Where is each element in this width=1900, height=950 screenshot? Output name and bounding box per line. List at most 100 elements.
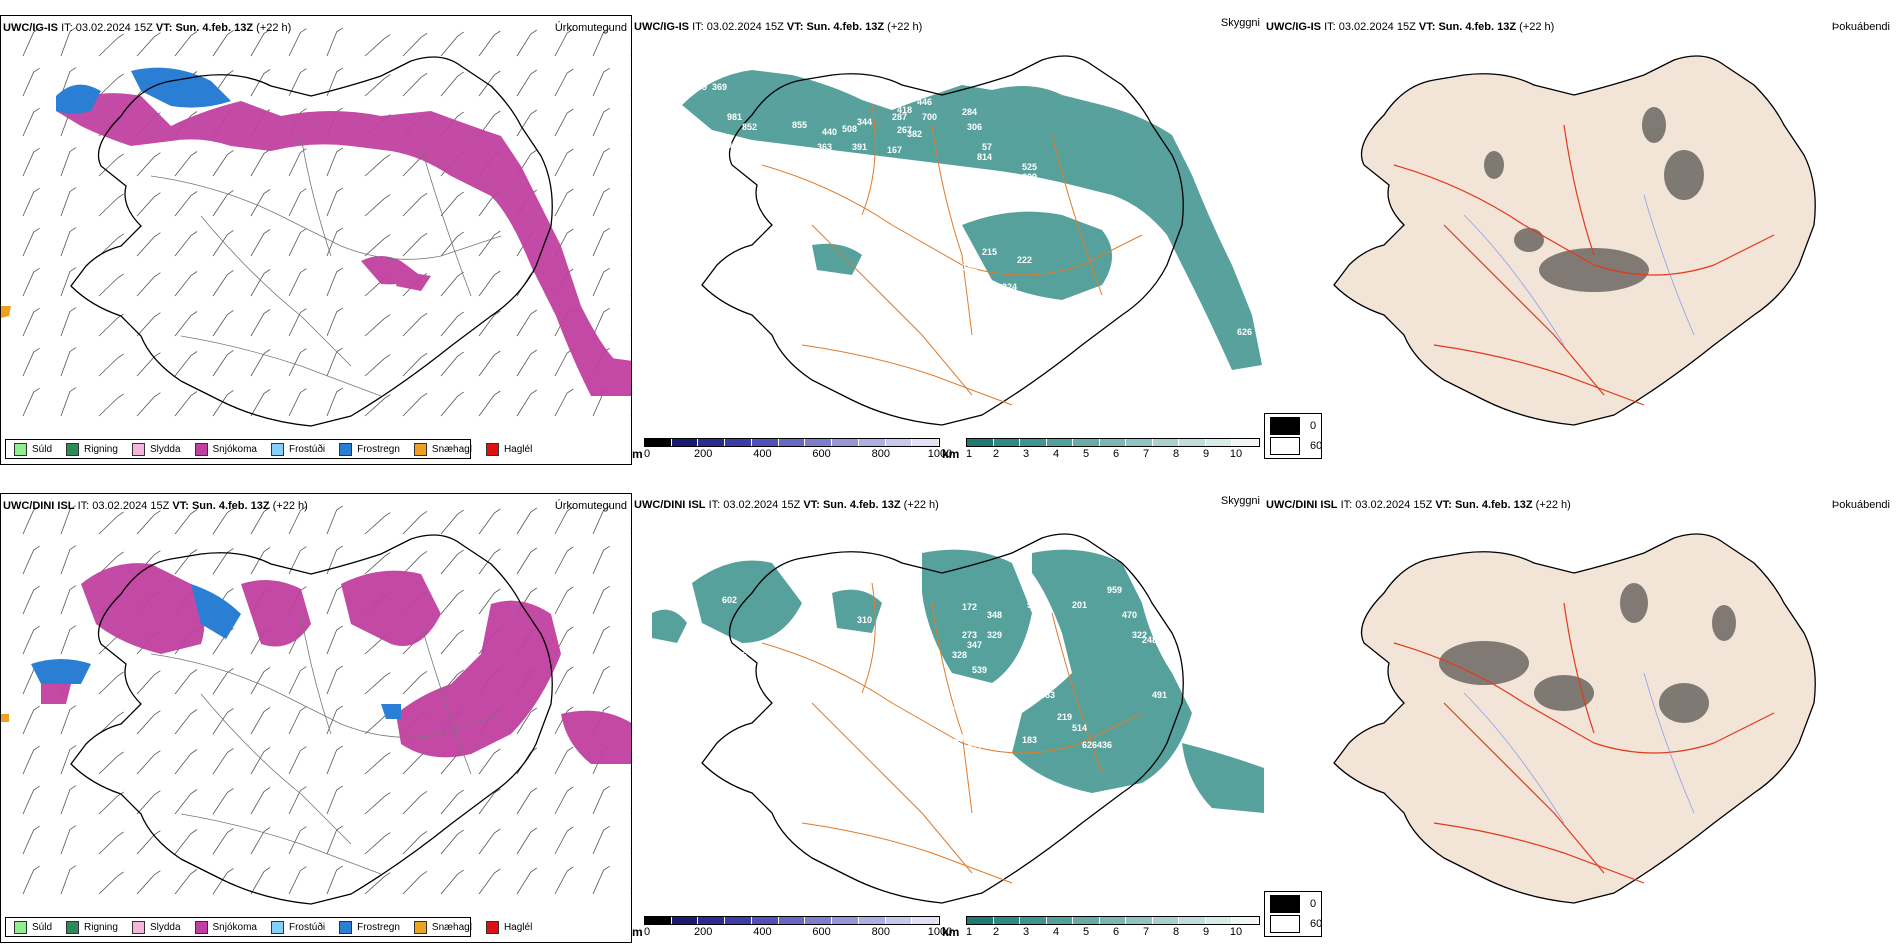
wind-barb xyxy=(326,705,343,735)
visibility-value: 440 xyxy=(822,127,837,137)
wind-barb xyxy=(136,272,161,297)
wind-barb xyxy=(174,709,198,735)
colorbar-step xyxy=(671,439,699,446)
wind-barb xyxy=(326,585,343,615)
swatch xyxy=(270,442,284,456)
wind-barb xyxy=(250,269,271,297)
swatch xyxy=(485,442,499,456)
wind-barb xyxy=(60,187,77,217)
colorbar-tick-label: 3 xyxy=(1022,448,1030,460)
colorbar-tick-label: 10 xyxy=(1229,448,1243,460)
wind-barb xyxy=(136,32,161,57)
wind-barb xyxy=(22,785,40,815)
precip-type-panel-row1: UWC/IG-IS IT: 03.02.2024 15Z VT: Sun. 4.… xyxy=(0,15,632,465)
visibility-value: 436 xyxy=(1097,740,1112,750)
wind-barb xyxy=(60,307,77,337)
wind-barb xyxy=(212,748,234,775)
colorbar-tick-label: 8 xyxy=(1172,448,1180,460)
wind-barb xyxy=(174,391,198,417)
wind-barb xyxy=(136,870,161,895)
wind-barb xyxy=(592,267,610,297)
height-colorbar: m 0 200 400 600 800 1000 xyxy=(632,435,952,465)
wind-barb xyxy=(60,67,77,97)
visibility-value: 959 xyxy=(1107,585,1122,595)
wind-barb xyxy=(326,307,343,337)
colorbar-tick-label: 200 xyxy=(694,448,713,460)
coastline-row2-p1 xyxy=(70,534,553,905)
colorbar-tick-label: 400 xyxy=(753,448,772,460)
wind-barb xyxy=(326,187,343,217)
wind-barb xyxy=(60,625,77,655)
wind-barb xyxy=(22,347,40,377)
wind-barb xyxy=(364,672,391,695)
visibility-value: 508 xyxy=(842,124,857,134)
wind-barb xyxy=(402,830,428,855)
wind-barb xyxy=(364,394,391,417)
wind-barb xyxy=(250,547,271,575)
legend-item-snaehagl: Snæhagl xyxy=(413,920,472,934)
low-visibility-areas xyxy=(682,70,1262,370)
wind-barb xyxy=(250,707,271,735)
colorbar-step xyxy=(1046,917,1074,924)
wind-barb xyxy=(516,827,538,855)
panel-header: UWC/IG-IS IT: 03.02.2024 15Z VT: Sun. 4.… xyxy=(1266,21,1555,33)
wind-barb xyxy=(136,750,161,775)
wind-barb xyxy=(250,29,271,57)
panel-title: Þokuábendi xyxy=(1831,499,1890,511)
wind-barb xyxy=(288,666,307,695)
legend-item-haglel: Haglél xyxy=(485,920,532,934)
colorbar-tick-label: 1 xyxy=(966,926,973,938)
panel-title: Skyggni xyxy=(1220,17,1260,29)
wind-barb xyxy=(326,505,343,535)
colorbar-step xyxy=(1020,917,1047,924)
fog-legend-row-0: 0 xyxy=(1270,417,1316,435)
wind-barb xyxy=(60,227,77,257)
panel-header: UWC/DINI ISL IT: 03.02.2024 15Z VT: Sun.… xyxy=(1266,499,1571,511)
legend-item-rigning: Rigning xyxy=(66,920,118,934)
wind-barb xyxy=(98,73,124,97)
wind-barb xyxy=(136,790,161,815)
colorbar-step xyxy=(912,439,940,446)
wind-barb xyxy=(440,191,464,217)
colorbar-tick-label: 9 xyxy=(1202,448,1210,460)
wind-barb xyxy=(98,313,124,337)
wind-barb xyxy=(478,230,501,257)
wind-barb xyxy=(22,585,40,615)
fog-legend: 0 60 xyxy=(1264,891,1322,937)
wind-barb xyxy=(440,629,464,655)
wind-barb xyxy=(22,107,40,137)
wind-barb xyxy=(478,588,501,615)
wind-barb xyxy=(478,110,501,137)
wind-barb xyxy=(22,147,40,177)
colorbar-tick-label: 600 xyxy=(812,448,831,460)
wind-barb xyxy=(212,310,234,337)
colorbar-step xyxy=(993,917,1021,924)
colorbar-step xyxy=(1099,439,1127,446)
fog-panel-row2: UWC/DINI ISL IT: 03.02.2024 15Z VT: Sun.… xyxy=(1264,493,1900,943)
swatch xyxy=(1270,417,1300,435)
wind-barb xyxy=(288,786,307,815)
visibility-value: 222 xyxy=(1017,255,1032,265)
fog-legend-row-60: 60 xyxy=(1270,437,1322,455)
coastline-row2-p2 xyxy=(701,533,1184,904)
swatch xyxy=(194,442,208,456)
wind-barb xyxy=(440,549,464,575)
colorbar-step xyxy=(1179,917,1206,924)
wind-barb xyxy=(60,27,77,57)
colorbar-tick-label: 8 xyxy=(1172,926,1180,938)
wind-barb xyxy=(288,268,307,297)
wind-barb xyxy=(440,391,464,417)
wind-barb xyxy=(554,28,574,57)
wind-barb xyxy=(326,865,343,895)
roads-gray xyxy=(150,613,502,875)
roads-red xyxy=(1393,602,1775,884)
fog-land-row1 xyxy=(1333,55,1816,426)
colorbar-step xyxy=(1152,439,1180,446)
colorbar-tick-label: 800 xyxy=(871,448,890,460)
wind-barb xyxy=(516,109,538,137)
visibility-value: 814 xyxy=(977,152,992,162)
wind-barb xyxy=(288,706,307,735)
wind-barb xyxy=(478,748,501,775)
wind-barb xyxy=(174,509,198,535)
